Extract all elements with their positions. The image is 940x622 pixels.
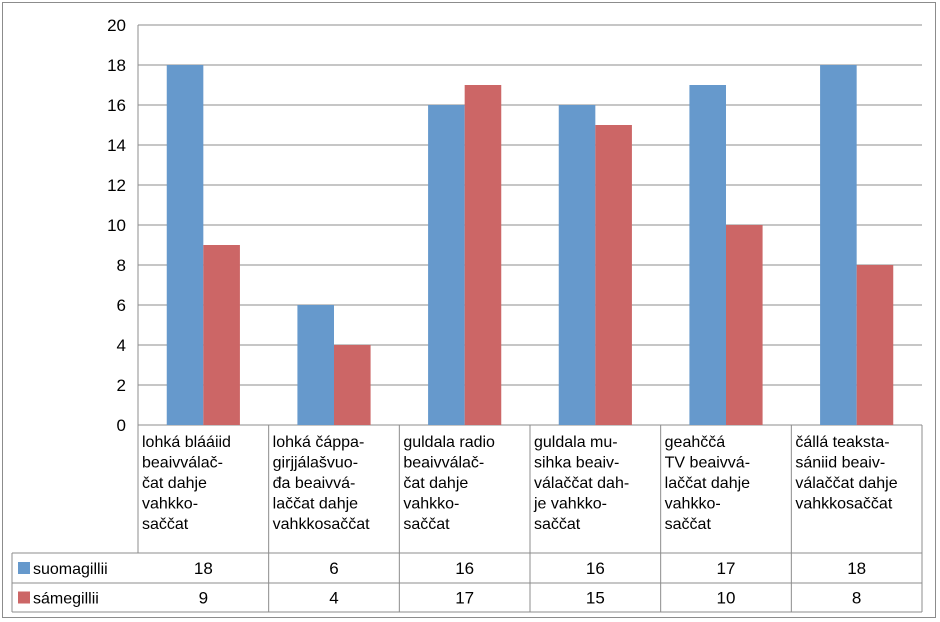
- category-label: válaččat dahje: [795, 475, 897, 492]
- category-label: vahkko-: [142, 496, 198, 513]
- data-table-value: 18: [194, 559, 213, 578]
- category-label: lohká čáppa-: [273, 434, 365, 451]
- bar-suomagillii-2: [428, 105, 465, 425]
- category-label: saččat: [142, 516, 189, 533]
- category-label: đa beaivvá-: [273, 475, 356, 492]
- y-tick-label: 20: [107, 16, 126, 35]
- category-label: sániid beaiv-: [795, 455, 885, 472]
- category-label: čat dahje: [142, 475, 207, 492]
- category-label: čállá teaksta-: [795, 434, 889, 451]
- y-tick-label: 6: [117, 296, 126, 315]
- category-label: beaivválač-: [142, 455, 223, 472]
- bar-samegillii-3: [595, 125, 632, 425]
- bar-suomagillii-0: [166, 65, 204, 425]
- bar-samegillii-1: [334, 345, 371, 425]
- y-tick-label: 10: [107, 216, 126, 235]
- y-tick-label: 12: [107, 176, 126, 195]
- category-label: laččat dahje: [273, 496, 358, 513]
- bar-suomagillii-1: [297, 305, 334, 425]
- category-label: guldala radio: [403, 434, 495, 451]
- category-label: sihka beaiv-: [534, 455, 619, 472]
- y-tick-label: 0: [117, 416, 126, 435]
- y-tick-label: 18: [107, 56, 126, 75]
- legend-key-samegillii: [18, 591, 30, 604]
- category-label: čat dahje: [403, 475, 468, 492]
- data-table-value: 15: [586, 589, 605, 608]
- category-label: lohká blááiid: [142, 434, 231, 451]
- bar-samegillii-4: [726, 225, 763, 425]
- data-table-value: 4: [329, 589, 338, 608]
- bar-samegillii-0: [203, 245, 240, 425]
- category-label: geahččá: [665, 434, 726, 451]
- data-table-value: 17: [455, 589, 474, 608]
- data-table-value: 17: [717, 559, 736, 578]
- bar-suomagillii-5: [820, 65, 857, 425]
- bar-samegillii-2: [464, 85, 502, 425]
- category-label: saččat: [403, 516, 450, 533]
- legend-label: suomagillii: [33, 561, 108, 578]
- category-label: vahkko-: [665, 496, 721, 513]
- data-table-value: 18: [847, 559, 866, 578]
- data-table-value: 6: [329, 559, 338, 578]
- y-tick-label: 8: [117, 256, 126, 275]
- category-label: saččat: [665, 516, 712, 533]
- category-label: girjjálašvuo-: [273, 455, 358, 472]
- legend-key-suomagillii: [18, 562, 30, 574]
- data-table-value: 9: [199, 589, 208, 608]
- data-table-value: 16: [455, 559, 474, 578]
- category-label: válaččat dah-: [534, 475, 629, 492]
- data-table-value: 8: [852, 589, 861, 608]
- bar-suomagillii-4: [689, 85, 726, 425]
- category-label: TV beaivvá-: [665, 455, 750, 472]
- bar-samegillii-5: [856, 265, 894, 425]
- y-tick-label: 4: [117, 336, 126, 355]
- category-label: saččat: [534, 516, 581, 533]
- category-label: vahkko-: [403, 496, 459, 513]
- y-tick-label: 2: [117, 376, 126, 395]
- data-table-value: 10: [717, 589, 736, 608]
- y-tick-label: 14: [107, 136, 126, 155]
- y-tick-label: 16: [107, 96, 126, 115]
- category-label: beaivválač-: [403, 455, 484, 472]
- category-label: laččat dahje: [665, 475, 750, 492]
- category-label: guldala mu-: [534, 434, 618, 451]
- legend-label: sámegillii: [33, 591, 99, 608]
- category-label: vahkkosaččat: [795, 496, 892, 513]
- category-label: vahkkosaččat: [273, 516, 370, 533]
- category-label: je vahkko-: [533, 496, 607, 513]
- data-table-value: 16: [586, 559, 605, 578]
- bar-suomagillii-3: [558, 105, 596, 425]
